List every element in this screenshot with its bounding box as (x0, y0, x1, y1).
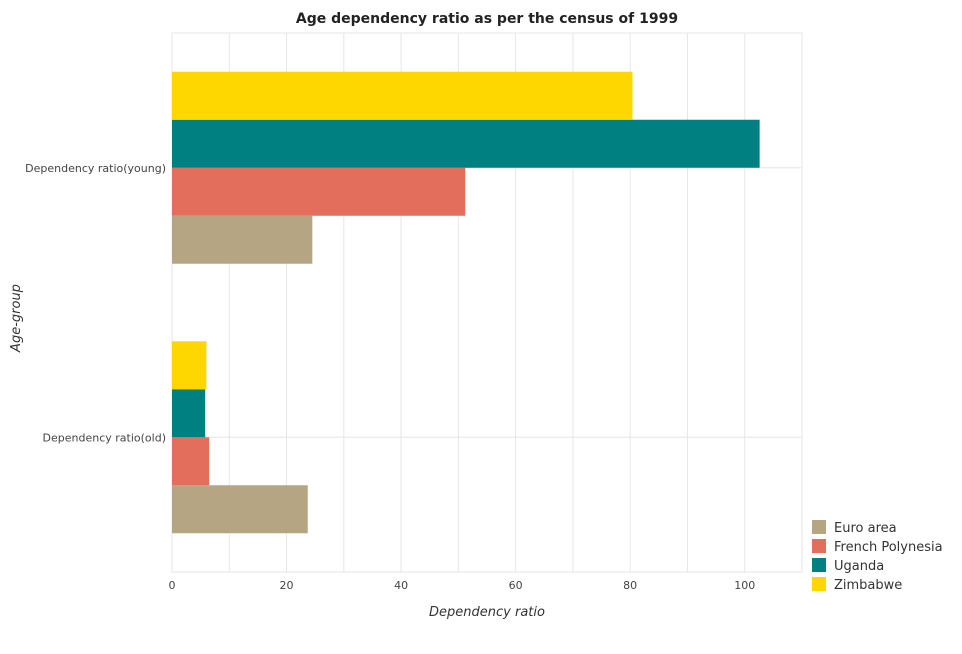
axes: 0 20 40 60 80 100 Dependency ratio(old) Depende… (25, 162, 755, 592)
legend: Euro area French Polynesia Uganda Zimbabwe (812, 520, 943, 593)
x-tick-label: 40 (394, 579, 408, 592)
legend-swatch (812, 520, 826, 534)
bar-zimbabwe-0 (172, 341, 207, 390)
legend-label: Uganda (834, 559, 884, 574)
legend-swatch (812, 577, 826, 591)
bar-french-polynesia-0 (172, 437, 210, 486)
y-axis-title: Age-group (9, 284, 24, 353)
chart-title: Age dependency ratio as per the census o… (296, 11, 678, 27)
bar-french-polynesia-1 (172, 167, 466, 216)
legend-swatch (812, 558, 826, 572)
x-tick-label: 100 (734, 579, 755, 592)
x-tick-label: 20 (280, 579, 294, 592)
x-tick-label: 80 (623, 579, 637, 592)
y-tick-label: Dependency ratio(old) (43, 431, 166, 444)
bar-uganda-0 (172, 389, 206, 438)
bar-euro-area-0 (172, 485, 308, 534)
bar-zimbabwe-1 (172, 71, 633, 120)
bar-uganda-1 (172, 119, 760, 168)
bar-euro-area-1 (172, 215, 313, 264)
y-tick-label: Dependency ratio(young) (25, 162, 166, 175)
x-axis-title: Dependency ratio (429, 605, 545, 620)
legend-swatch (812, 539, 826, 553)
legend-label: French Polynesia (834, 540, 943, 555)
x-tick-label: 60 (509, 579, 523, 592)
x-tick-label: 0 (169, 579, 176, 592)
bars (172, 71, 760, 534)
legend-label: Zimbabwe (834, 578, 902, 593)
legend-label: Euro area (834, 521, 897, 536)
